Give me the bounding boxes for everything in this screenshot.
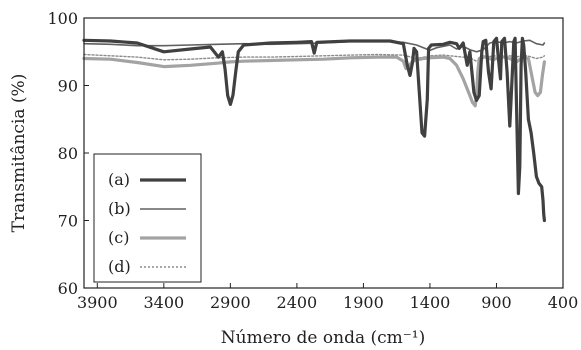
y-axis-title: Transmitância (%)	[9, 74, 29, 233]
x-tick-label: 900	[481, 293, 512, 312]
y-tick-label: 100	[47, 9, 78, 28]
axis-ticks: 3900 3400 2900 2400 1900 1400 900 400 60 70 80 90 10…	[47, 9, 578, 312]
y-tick-label: 80	[58, 144, 78, 163]
series-group	[82, 36, 546, 223]
x-tick-label: 2400	[277, 293, 318, 312]
legend-label: (c)	[108, 228, 129, 247]
x-axis-title: Número de onda (cm⁻¹)	[221, 328, 425, 348]
x-tick-label: 1900	[343, 293, 384, 312]
x-tick-label: 400	[548, 293, 579, 312]
plot-frame	[83, 17, 564, 289]
x-tick-label: 3900	[77, 293, 118, 312]
legend: (a) (b) (c) (d)	[93, 153, 202, 283]
series-line-d	[83, 53, 546, 62]
y-tick-label: 90	[58, 77, 78, 96]
legend-label: (b)	[108, 199, 131, 218]
y-tick-label: 60	[58, 279, 78, 298]
x-tick-label: 3400	[143, 293, 184, 312]
legend-box	[93, 153, 202, 283]
x-tick-label: 1400	[410, 293, 451, 312]
series-line-a	[82, 36, 546, 223]
legend-label: (d)	[108, 257, 131, 276]
series-line-c	[82, 54, 546, 108]
y-tick-label: 70	[58, 212, 78, 231]
x-tick-label: 2900	[210, 293, 251, 312]
legend-label: (a)	[108, 170, 130, 189]
